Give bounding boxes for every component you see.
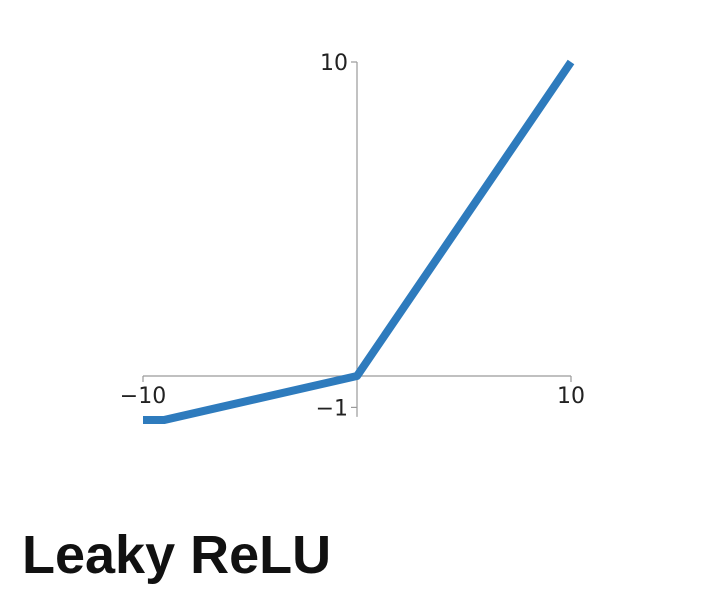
x-tick-label: 10 <box>557 384 585 409</box>
series-line <box>143 59 575 424</box>
ticks: −10 10 10 −1 <box>120 51 585 421</box>
y-tick-label: 10 <box>320 51 348 76</box>
axes <box>143 62 571 417</box>
series-layer <box>143 59 575 424</box>
x-tick-label: −10 <box>120 384 166 409</box>
y-tick-label: −1 <box>316 396 348 421</box>
chart-title: Leaky ReLU <box>22 525 332 585</box>
